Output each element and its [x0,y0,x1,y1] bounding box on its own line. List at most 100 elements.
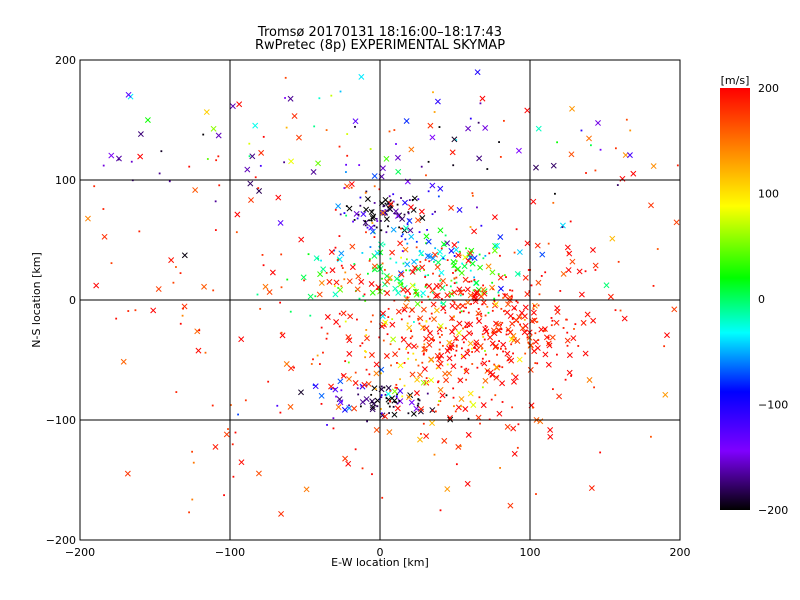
data-point-cross [361,381,368,388]
data-point-cross [394,405,401,412]
data-point-cross [303,486,310,493]
data-point-dot [418,322,421,325]
data-point-dot [573,328,575,330]
data-point-dot [534,362,537,364]
data-point-dot [374,388,377,390]
data-point-cross [421,366,428,373]
data-point-cross [516,356,523,363]
data-point-dot [354,371,357,374]
data-point-dot [547,342,550,344]
data-point-cross [408,204,414,211]
data-point-dot [369,148,372,150]
data-point-dot [500,323,502,326]
data-point-cross [400,336,407,343]
data-point-dot [482,257,485,260]
data-point-dot [211,404,214,407]
data-point-dot [403,295,406,298]
data-point-dot [473,278,476,281]
data-point-cross [430,301,437,308]
data-point-cross [513,317,520,324]
data-point-dot [656,248,659,250]
data-point-dot [403,213,406,216]
data-point-cross [353,210,360,217]
data-point-dot [343,187,346,189]
data-point-dot [93,185,96,188]
data-point-cross [444,292,451,299]
data-point-cross [420,306,427,313]
data-point-cross [359,399,366,405]
data-point-cross [313,255,320,262]
data-point-dot [424,259,427,261]
data-point-cross [210,125,217,132]
data-point-dot [446,363,449,366]
data-point-dot [345,214,348,217]
data-point-dot [237,413,239,416]
data-point-dot [344,360,347,363]
data-point-dot [455,281,458,284]
data-point-dot [491,309,494,312]
data-point-dot [344,271,347,274]
data-point-dot [478,396,481,399]
data-point-dot [437,195,440,198]
data-point-dot [569,220,572,223]
data-point-dot [471,351,474,353]
data-point-dot [385,231,388,234]
data-point-cross [534,242,541,249]
data-point-cross [473,339,480,346]
data-point-dot [461,262,464,265]
data-point-dot [405,258,408,261]
data-point-cross [385,391,392,397]
data-point-dot [450,348,453,351]
data-point-dot [365,351,367,353]
data-point-cross [516,313,523,320]
data-point-cross [467,390,474,397]
data-point-dot [455,344,458,347]
data-point-dot [453,315,455,318]
data-point-cross [120,358,127,365]
data-point-dot [652,284,655,287]
data-point-cross [368,281,375,287]
data-point-cross [417,371,423,378]
data-point-cross [650,163,657,170]
data-point-dot [437,380,440,383]
data-point-cross [429,182,436,189]
data-point-cross [384,278,391,285]
data-point-dot [314,295,317,298]
data-point-cross [673,219,680,226]
data-point-dot [348,404,350,407]
data-point-cross [547,427,554,433]
data-point-cross [448,204,455,211]
data-point-dot [425,377,428,380]
data-point-dot [392,193,395,196]
data-point-cross [427,122,434,129]
data-point-dot [544,271,547,274]
data-point-dot [400,197,402,199]
data-point-cross [387,274,393,281]
data-point-dot [593,386,595,389]
data-point-dot [437,381,439,384]
data-point-dot [420,295,423,298]
data-point-cross [482,377,489,384]
y-tick-label: 0 [69,294,76,307]
data-point-dot [420,301,423,304]
data-point-cross [437,386,444,393]
data-point-dot [362,295,365,298]
data-point-cross [511,304,518,311]
data-point-dot [500,307,503,310]
data-point-dot [500,328,503,331]
data-point-cross [436,326,443,333]
data-point-cross [409,269,416,275]
data-point-dot [371,473,373,476]
data-point-dot [594,269,597,271]
data-point-cross [348,181,355,188]
data-point-dot [536,320,539,323]
data-point-cross [539,251,546,258]
data-point-cross [461,334,468,341]
x-axis-label: E-W location [km] [331,556,429,569]
data-point-cross [248,197,254,203]
data-point-dot [395,261,398,264]
data-point-cross [399,216,406,222]
data-point-dot [379,220,382,222]
data-point-dot [378,188,381,191]
data-point-dot [202,133,205,136]
